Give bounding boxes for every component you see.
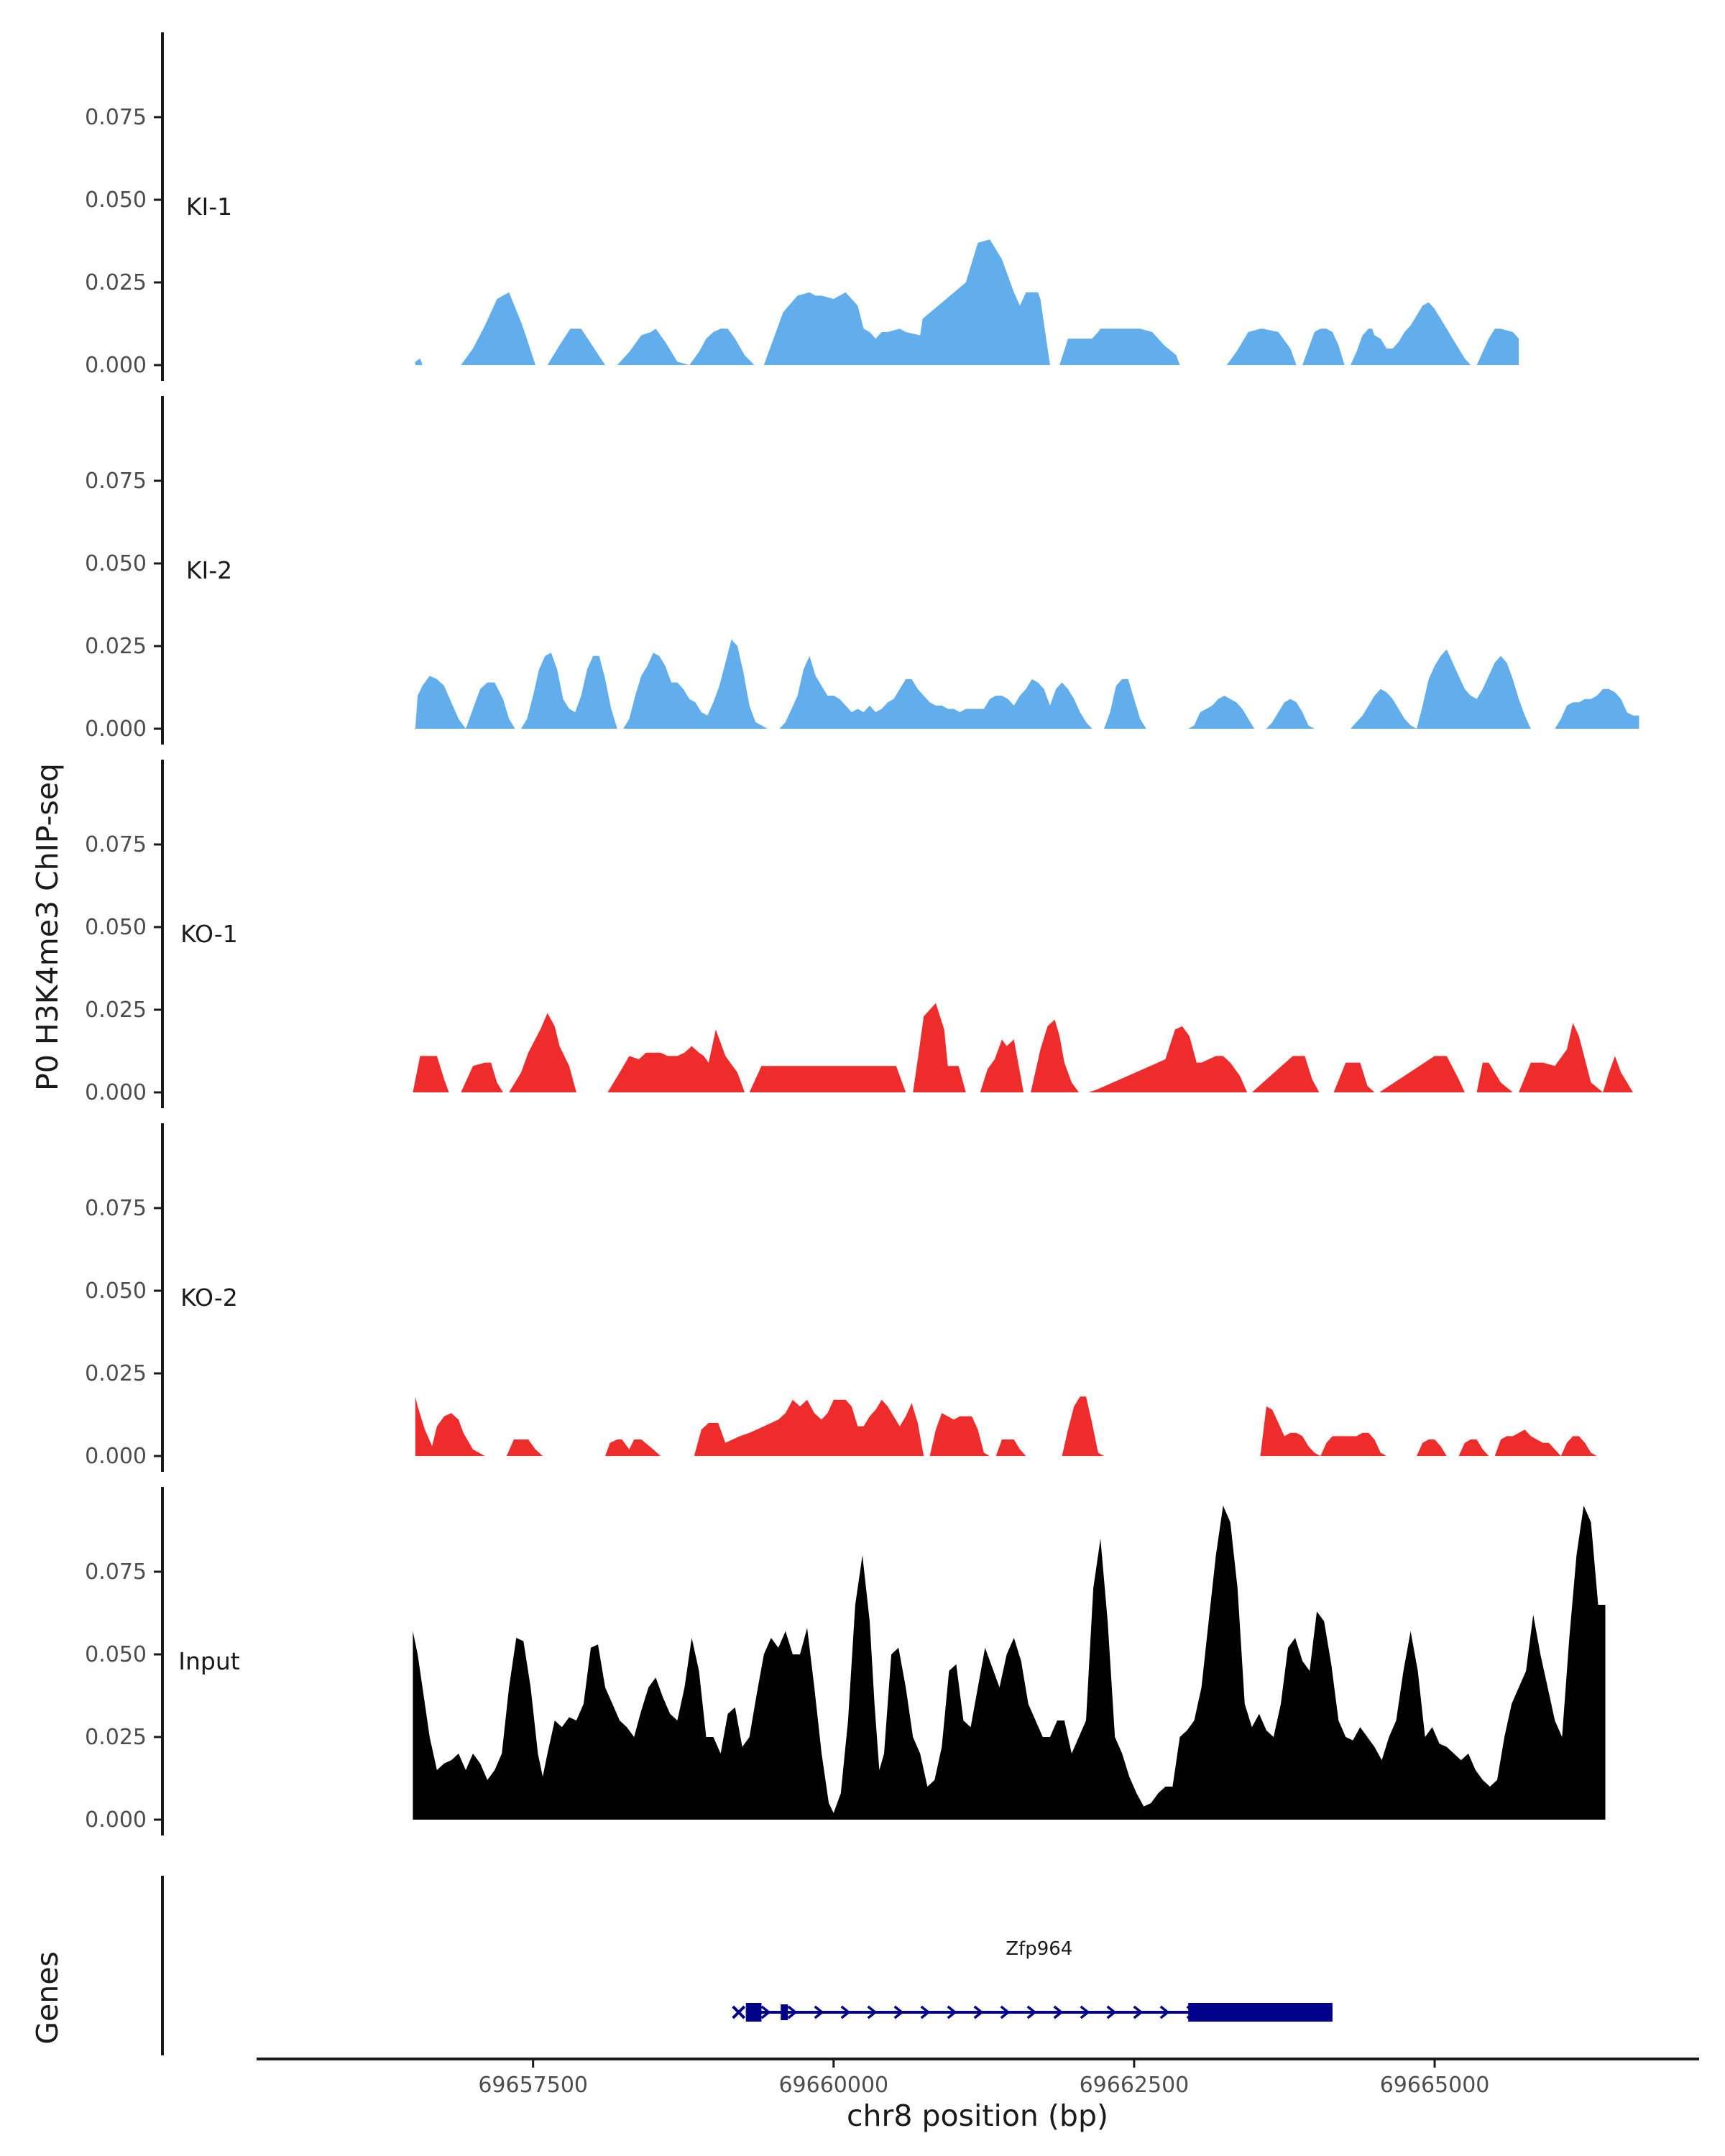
x-tick-label: 69657500 [478,2073,588,2098]
track-ko-1: 0.000 0.025 0.050 0.075 KO-1 [85,760,1633,1108]
y-axis-title: P0 H3K4me3 ChIP-seq [30,763,65,1091]
strand-arrow [893,2005,904,2019]
strand-arrow [760,2005,771,2019]
y-tick-label: 0.075 [85,469,147,494]
y-tick-label: 0.050 [85,551,147,576]
y-tick-label: 0.075 [85,1560,147,1585]
track-label: KO-1 [180,920,238,948]
strand-arrow [1133,2005,1144,2019]
strand-arrow [867,2005,878,2019]
strand-arrow [920,2005,931,2019]
gene-exon [781,2004,788,2020]
y-tick-label: 0.050 [85,915,147,940]
x-tick-label: 69660000 [778,2073,888,2098]
track-area-ko-1 [413,1003,1633,1092]
track-ki-2: 0.000 0.025 0.050 0.075 KI-2 [85,396,1639,745]
strand-arrow [1053,2005,1064,2019]
track-area-ki-1 [415,239,1519,365]
gene-start-mark [732,2005,746,2019]
track-label: Input [178,1647,240,1675]
gene-track: Zfp964 [161,1876,1333,2055]
y-tick-label: 0.075 [85,832,147,857]
gene-exon [745,2003,762,2022]
x-axis: 69657500 69660000 69662500 69665000 [257,2058,1699,2098]
y-tick-label: 0.050 [85,1279,147,1304]
y-tick-label: 0.025 [85,1725,147,1750]
track-label: KO-2 [180,1284,238,1312]
strand-arrow [1080,2005,1090,2019]
strand-arrow [1000,2005,1011,2019]
y-tick-label: 0.050 [85,1642,147,1667]
strand-arrow [787,2005,798,2019]
strand-arrow [973,2005,984,2019]
strand-arrow [1106,2005,1117,2019]
y-tick-label: 0.025 [85,270,147,295]
track-ko-2: 0.000 0.025 0.050 0.075 KO-2 [85,1123,1633,1472]
strand-arrow [947,2005,957,2019]
x-tick-label: 69662500 [1080,2073,1190,2098]
y-tick-label: 0.050 [85,188,147,213]
y-tick-label: 0.000 [85,1807,147,1833]
x-tick-label: 69665000 [1380,2073,1490,2098]
tracks-layer: 0.0000.0250.0500.075KI-10.0000.0250.0500… [85,32,1639,1835]
track-label: KI-2 [186,556,232,584]
y-tick-label: 0.025 [85,634,147,659]
x-axis-title: chr8 position (bp) [847,2099,1108,2133]
y-tick-label: 0.000 [85,353,147,378]
strand-arrow [840,2005,851,2019]
strand-arrow [1159,2005,1170,2019]
y-tick-label: 0.075 [85,1196,147,1221]
genes-axis-title: Genes [30,1951,65,2045]
strand-arrow [814,2005,824,2019]
strand-arrow [1026,2005,1037,2019]
y-tick-label: 0.025 [85,998,147,1023]
track-label: KI-1 [186,193,232,221]
gene-name-label: Zfp964 [1006,1938,1072,1960]
track-area-ki-2 [415,639,1639,729]
y-tick-label: 0.025 [85,1361,147,1386]
y-tick-label: 0.000 [85,1444,147,1469]
track-input: 0.000 0.025 0.050 0.075 Input [85,1487,1606,1835]
track-area-ko-2 [415,1396,1633,1456]
y-tick-label: 0.075 [85,105,147,130]
y-tick-label: 0.000 [85,1080,147,1105]
track-area-input [413,1506,1606,1820]
y-tick-label: 0.000 [85,717,147,742]
track-ki-1: 0.000 0.025 0.050 0.075 KI-1 [85,32,1519,381]
gene-exon [1188,2003,1333,2022]
